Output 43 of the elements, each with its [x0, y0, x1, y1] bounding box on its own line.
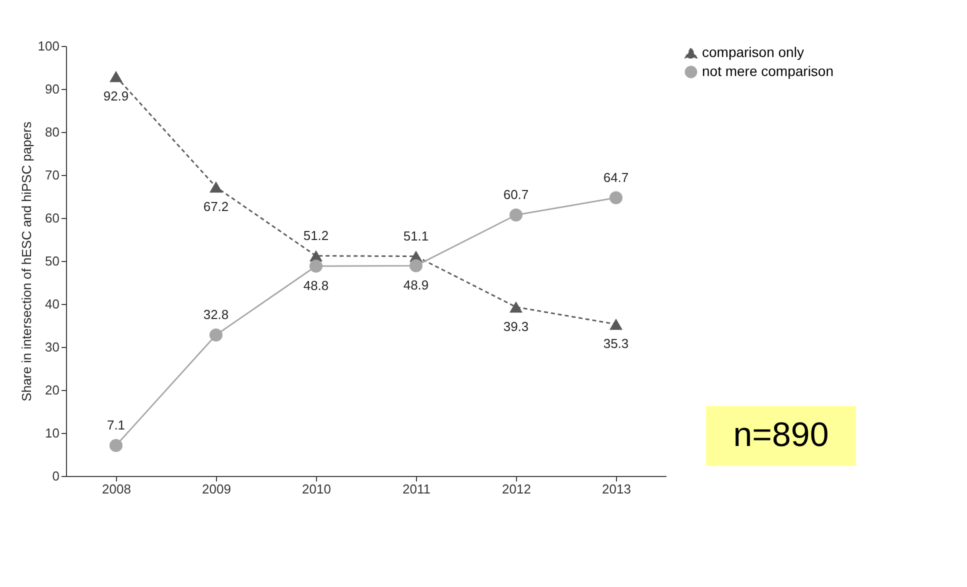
data-label: 32.8	[203, 306, 229, 322]
data-label: 48.9	[403, 278, 429, 293]
x-tick-label: 2009	[202, 482, 231, 496]
point	[609, 318, 623, 330]
point	[509, 301, 523, 313]
x-tick-label: 2010	[302, 482, 331, 496]
x-tick-label: 2011	[402, 482, 430, 496]
point	[209, 181, 223, 193]
point	[109, 438, 123, 452]
y-tick-label: 30	[45, 340, 60, 354]
data-label: 92.9	[103, 88, 129, 104]
x-tick-label: 2012	[502, 482, 531, 496]
point	[309, 260, 323, 273]
y-tick-label: 0	[52, 468, 60, 484]
y-tick-label: 20	[45, 382, 60, 398]
y-tick-label: 10	[45, 426, 60, 440]
y-tick-label: 60	[45, 210, 60, 226]
y-tick-label: 40	[45, 296, 60, 312]
data-label: 67.2	[203, 199, 229, 214]
point	[609, 191, 623, 204]
point	[109, 70, 123, 82]
y-tick-label: 90	[45, 82, 60, 96]
y-axis-title: Share in intersection of hESC and hiPSC papers	[18, 121, 34, 402]
point	[409, 259, 423, 272]
data-label: 64.7	[603, 170, 629, 185]
y-tick-label: 80	[45, 124, 60, 140]
data-label: 48.8	[303, 278, 329, 294]
y-tick-label: 70	[45, 168, 60, 182]
point	[509, 208, 523, 222]
legend-label: not mere comparison	[702, 63, 834, 79]
x-tick-label: 2008	[102, 482, 131, 496]
data-label: 51.1	[403, 228, 429, 244]
y-tick-label: 50	[45, 254, 60, 268]
data-label: 51.2	[303, 228, 329, 243]
y-tick-label: 100	[38, 38, 60, 54]
point	[209, 328, 223, 342]
legend-label: comparison only	[702, 44, 804, 60]
x-tick-label: 2013	[602, 482, 631, 496]
text: n=890	[733, 416, 829, 454]
data-label: 7.1	[106, 417, 126, 432]
data-label: 39.3	[503, 319, 529, 334]
data-label: 35.3	[603, 336, 629, 352]
data-label: 60.7	[503, 186, 529, 202]
